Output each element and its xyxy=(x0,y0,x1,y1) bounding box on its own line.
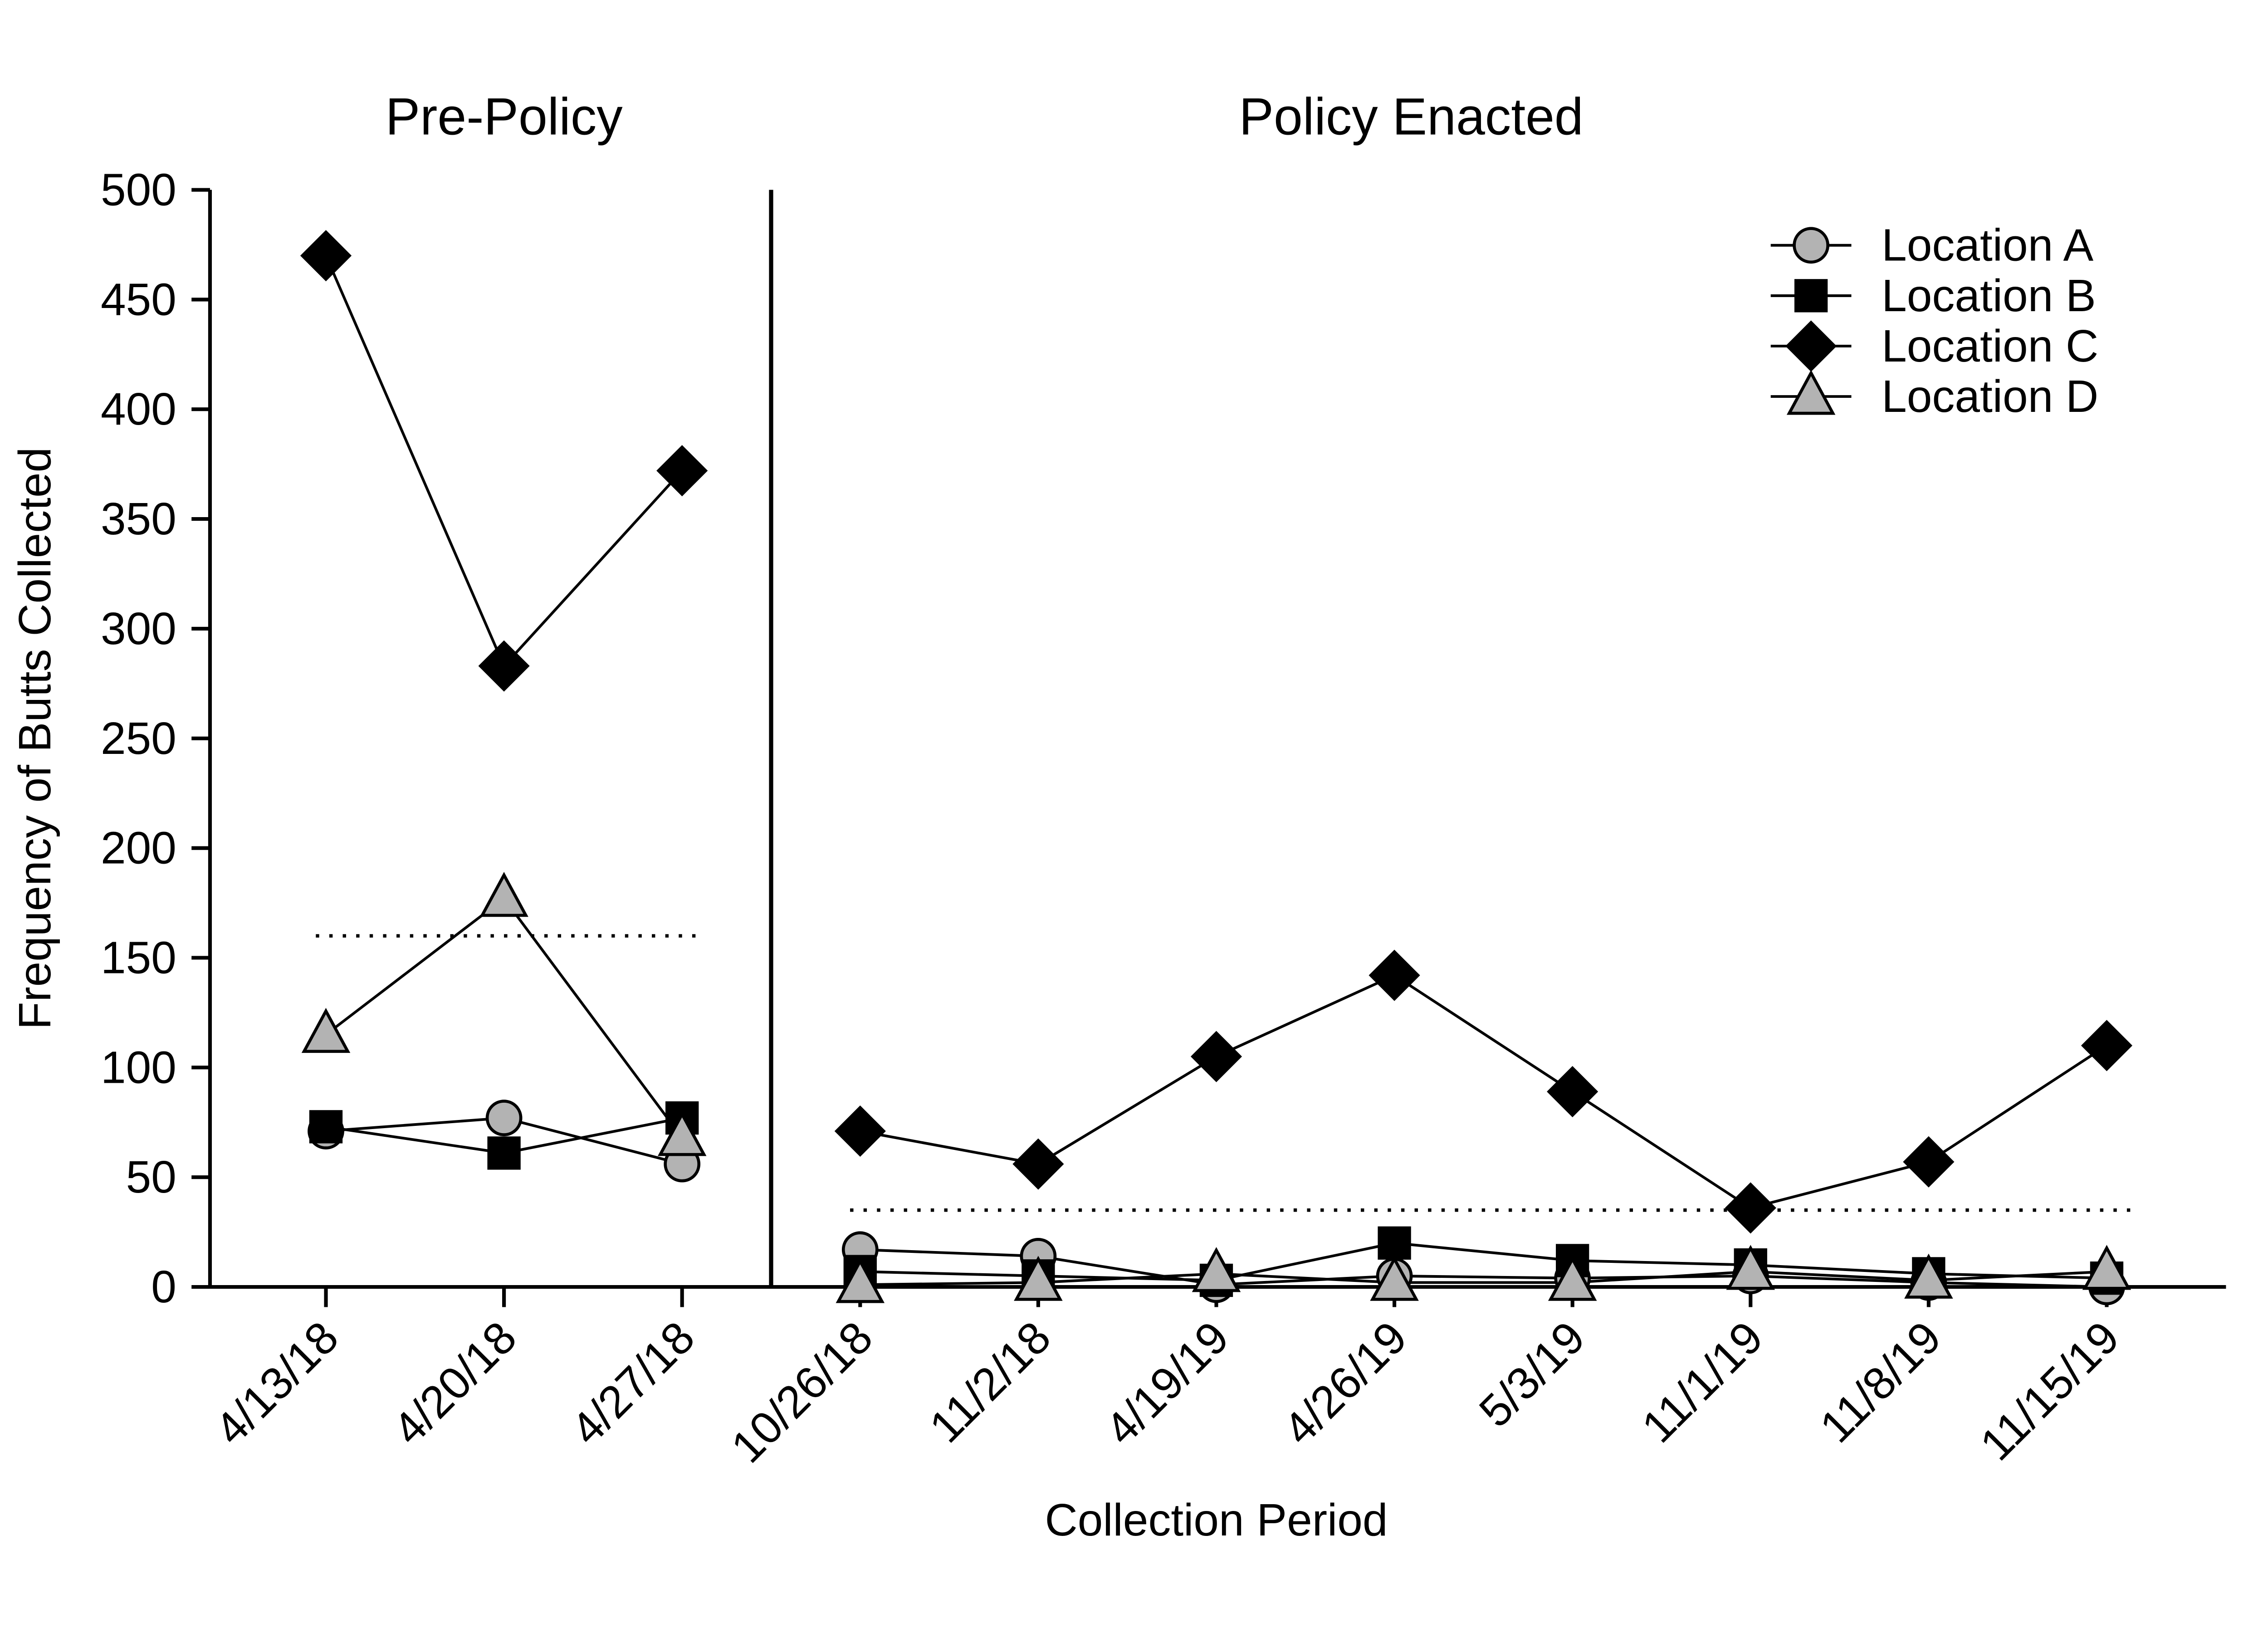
marker-location-d-7 xyxy=(1548,1256,1597,1301)
y-tick-label: 150 xyxy=(101,932,176,983)
x-tick-label: 5/3/19 xyxy=(1470,1312,1595,1437)
series-line-location-c xyxy=(324,255,683,669)
marker-location-c-4 xyxy=(1012,1138,1064,1190)
marker-location-d-2 xyxy=(657,1111,707,1156)
marker-location-d-1 xyxy=(479,872,528,917)
y-tick-label: 100 xyxy=(101,1042,176,1093)
legend-label-1: Location A xyxy=(1882,220,2093,271)
marker-location-b-6 xyxy=(1378,1226,1411,1260)
marker-location-c-3 xyxy=(834,1105,886,1157)
marker-location-c-0 xyxy=(300,230,352,282)
y-tick-label: 50 xyxy=(126,1152,176,1203)
legend-marker-location-d xyxy=(1786,370,1836,415)
marker-location-c-1 xyxy=(478,640,530,692)
series-line-location-d xyxy=(860,1270,2107,1286)
y-axis-title: Frequency of Butts Collected xyxy=(10,447,60,1030)
marker-location-d-0 xyxy=(301,1007,351,1053)
marker-location-d-6 xyxy=(1370,1256,1419,1301)
y-tick-label: 300 xyxy=(101,603,176,654)
marker-location-c-9 xyxy=(1903,1136,1955,1188)
marker-location-d-4 xyxy=(1014,1256,1063,1301)
y-tick-label: 200 xyxy=(101,823,176,874)
x-axis-title: Collection Period xyxy=(1045,1495,1388,1545)
marker-location-d-10 xyxy=(2082,1245,2131,1290)
x-tick-label: 4/19/19 xyxy=(1095,1312,1238,1455)
legend-marker-location-b xyxy=(1794,279,1828,313)
x-tick-label: 11/1/19 xyxy=(1632,1312,1773,1452)
marker-location-d-3 xyxy=(836,1258,885,1303)
marker-location-c-7 xyxy=(1547,1066,1598,1118)
legend-label-2: Location B xyxy=(1882,270,2096,321)
series-line-location-c xyxy=(860,973,2108,1210)
marker-location-c-5 xyxy=(1190,1031,1242,1082)
x-tick-label: 10/26/18 xyxy=(722,1312,882,1472)
marker-location-a-1 xyxy=(485,1100,523,1136)
marker-location-d-5 xyxy=(1192,1247,1241,1292)
legend-marker-location-a xyxy=(1793,227,1829,264)
y-tick-label: 400 xyxy=(101,384,176,435)
legend-label-3: Location C xyxy=(1882,321,2098,372)
x-tick-label: 4/27/18 xyxy=(561,1312,704,1455)
y-tick-label: 450 xyxy=(101,274,176,325)
y-tick-label: 350 xyxy=(101,494,176,544)
policy-enacted-title: Policy Enacted xyxy=(1239,88,1583,146)
marker-location-c-8 xyxy=(1725,1182,1776,1234)
marker-location-c-10 xyxy=(2081,1020,2133,1071)
y-tick-label: 500 xyxy=(101,165,176,215)
marker-location-b-0 xyxy=(309,1110,343,1144)
x-tick-label: 4/20/18 xyxy=(383,1312,526,1455)
pre-policy-title: Pre-Policy xyxy=(386,88,623,146)
y-tick-label: 0 xyxy=(151,1261,176,1312)
marker-location-b-1 xyxy=(487,1136,521,1170)
x-tick-label: 11/15/19 xyxy=(1970,1312,2129,1470)
x-tick-label: 11/2/18 xyxy=(920,1312,1061,1452)
y-tick-label: 250 xyxy=(101,713,176,764)
legend-label-4: Location D xyxy=(1882,371,2098,422)
series-line-location-a xyxy=(860,1248,2107,1288)
marker-location-d-9 xyxy=(1904,1253,1953,1299)
marker-location-d-8 xyxy=(1726,1245,1775,1290)
series-line-location-b xyxy=(860,1242,2107,1282)
x-tick-label: 11/8/19 xyxy=(1810,1312,1951,1452)
x-tick-label: 4/26/19 xyxy=(1274,1312,1417,1455)
legend-marker-location-c xyxy=(1785,320,1837,372)
marker-location-c-6 xyxy=(1369,949,1420,1001)
x-tick-label: 4/13/18 xyxy=(205,1312,348,1455)
marker-location-c-2 xyxy=(656,445,708,497)
